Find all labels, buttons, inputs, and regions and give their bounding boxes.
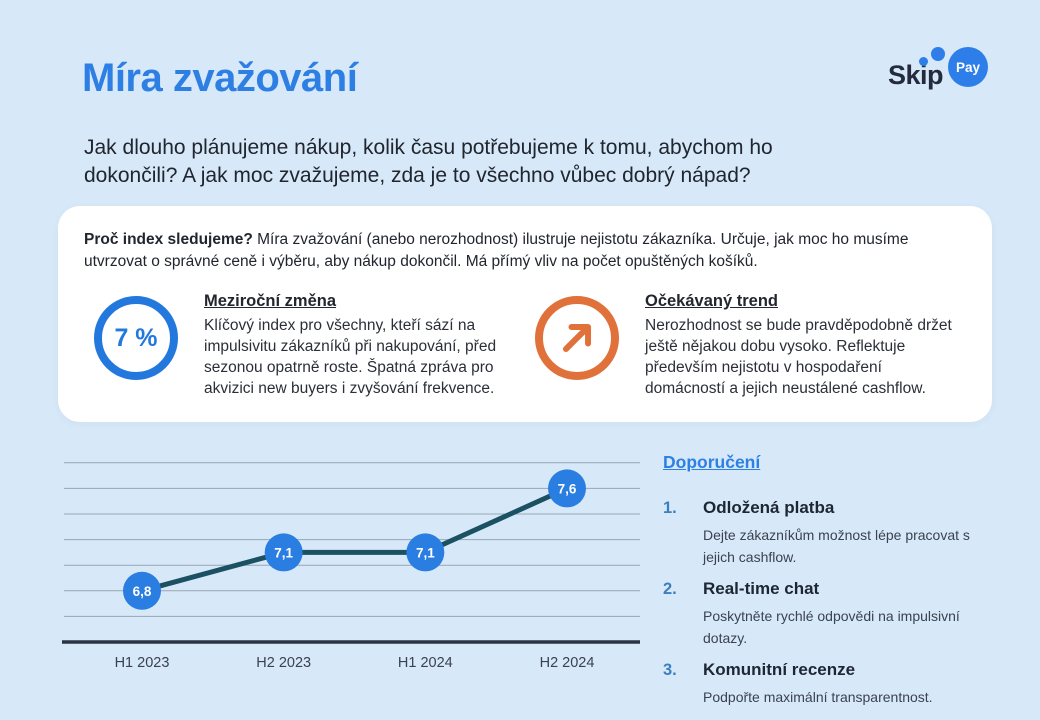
logo-pay-badge: Pay [948, 47, 988, 87]
page-title: Míra zvažování [82, 56, 358, 100]
metric-yoy-heading: Meziroční změna [204, 292, 337, 310]
recommendations-heading: Doporučení [663, 452, 761, 472]
metric-yoy-text: Meziroční změna Klíčový index pro všechn… [204, 292, 525, 399]
svg-text:H1 2024: H1 2024 [398, 655, 453, 671]
list-item: 2. Real-time chat Poskytněte rychlé odpo… [663, 579, 998, 660]
svg-text:7,1: 7,1 [416, 545, 435, 560]
page-subtitle: Jak dlouho plánujeme nákup, kolik času p… [84, 134, 773, 190]
item-number: 3. [663, 661, 677, 680]
metric-yoy-body: Klíčový index pro všechny, kteří sází na… [204, 317, 497, 398]
item-number: 2. [663, 580, 677, 599]
list-item: 3. Komunitní recenze Podpořte maximální … [663, 660, 998, 719]
metric-trend-text: Očekávaný trend Nerozhodnost se bude pra… [645, 292, 966, 399]
list-item: 1. Odložená platba Dejte zákazníkům možn… [663, 498, 998, 579]
item-description: Dejte zákazníkům možnost lépe pracovat s… [703, 527, 970, 566]
page-subtitle-line-1: Jak dlouho plánujeme nákup, kolik času p… [84, 136, 773, 159]
logo-dot-small-icon [919, 57, 928, 66]
svg-text:7,6: 7,6 [558, 481, 577, 496]
metric-expected-trend: Očekávaný trend Nerozhodnost se bude pra… [525, 292, 966, 399]
metrics-row: 7 % Meziroční změna Klíčový index pro vš… [58, 273, 992, 399]
logo-dot-medium-icon [931, 47, 945, 61]
line-chart-svg: 6,8 7,1 7,1 7,6 H1 2023 H2 2023 H1 2024 H2 2024 [62, 462, 640, 671]
percent-circle-icon: 7 % [94, 296, 178, 380]
skippay-logo: Skip Pay [878, 33, 1013, 103]
card-intro-text: Míra zvažování (anebo nerozhodnost) ilus… [84, 231, 909, 270]
svg-text:H1 2023: H1 2023 [115, 655, 170, 671]
item-title: Komunitní recenze [703, 660, 856, 680]
svg-text:H2 2023: H2 2023 [256, 655, 311, 671]
recommendations-list: 1. Odložená platba Dejte zákazníkům možn… [663, 498, 998, 720]
item-description: Poskytněte rychlé odpovědi na impulsivní… [703, 608, 960, 647]
recommendations-panel: Doporučení 1. Odložená platba Dejte záka… [663, 452, 998, 720]
logo-pay-text: Pay [955, 59, 981, 75]
svg-text:7,1: 7,1 [274, 545, 293, 560]
logo-skip-text: Skip [888, 60, 944, 90]
item-title: Odložená platba [703, 498, 835, 517]
card-intro-question: Proč index sledujeme? [84, 231, 253, 248]
index-info-card: Proč index sledujeme? Míra zvažování (an… [58, 206, 992, 422]
trend-arrow-glyph [562, 323, 592, 353]
item-title: Real-time chat [703, 579, 820, 599]
yoy-change-value: 7 % [114, 323, 158, 352]
metric-trend-heading: Očekávaný trend [645, 292, 778, 310]
item-description: Podpořte maximální transparentnost. [703, 689, 933, 706]
metric-yoy-change: 7 % Meziroční změna Klíčový index pro vš… [84, 292, 525, 399]
page-subtitle-line-2: dokončili? A jak moc zvažujeme, zda je t… [84, 163, 751, 187]
consideration-line-chart: 6,8 7,1 7,1 7,6 H1 2023 H2 2023 H1 2024 H2 2024 [62, 446, 642, 686]
svg-text:6,8: 6,8 [133, 584, 152, 599]
trend-up-arrow-icon [535, 296, 619, 380]
card-intro: Proč index sledujeme? Míra zvažování (an… [58, 206, 992, 273]
metric-trend-body: Nerozhodnost se bude pravděpodobně držet… [645, 317, 952, 398]
svg-text:H2 2024: H2 2024 [540, 655, 595, 671]
item-number: 1. [663, 499, 677, 517]
